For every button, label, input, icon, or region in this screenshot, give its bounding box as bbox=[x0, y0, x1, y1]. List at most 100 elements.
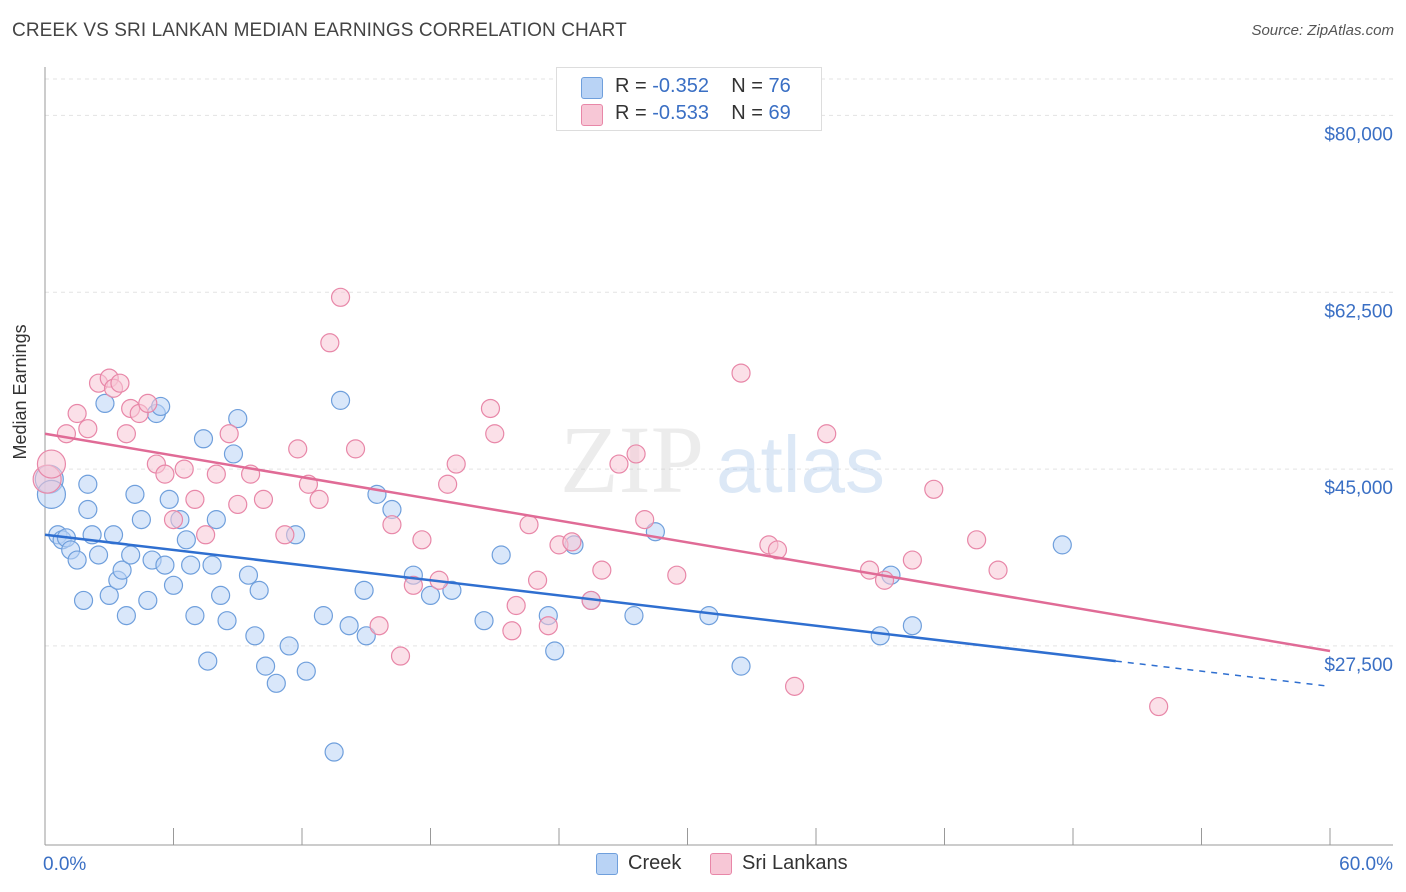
data-point bbox=[88, 545, 109, 565]
data-point bbox=[223, 444, 244, 464]
data-point bbox=[330, 390, 351, 410]
n-value: 69 bbox=[768, 102, 791, 124]
data-point bbox=[181, 555, 201, 575]
n-value: 76 bbox=[768, 75, 791, 97]
data-point bbox=[609, 454, 629, 474]
source-credit: Source: ZipAtlas.com bbox=[1251, 22, 1394, 39]
data-point bbox=[255, 656, 276, 676]
data-point bbox=[110, 373, 130, 393]
n-label: N = bbox=[731, 102, 769, 124]
data-point bbox=[731, 363, 751, 383]
x-tick-label: 0.0% bbox=[43, 854, 86, 875]
y-tick-label: $80,000 bbox=[1324, 124, 1393, 145]
data-point bbox=[870, 626, 890, 646]
data-point bbox=[198, 651, 218, 671]
data-point bbox=[403, 575, 423, 595]
data-point bbox=[485, 424, 505, 444]
data-point bbox=[988, 560, 1008, 580]
data-point bbox=[228, 408, 248, 429]
creek-legend-swatch bbox=[596, 853, 618, 875]
data-point bbox=[67, 550, 87, 570]
grid-lines bbox=[45, 78, 1393, 647]
data-point bbox=[193, 429, 214, 449]
data-point bbox=[480, 398, 501, 419]
data-point bbox=[112, 560, 132, 580]
data-point bbox=[502, 621, 522, 641]
x-tick-label: 60.0% bbox=[1339, 854, 1393, 875]
srilankan-legend-swatch bbox=[710, 853, 732, 875]
data-point bbox=[138, 393, 158, 414]
data-point bbox=[356, 626, 376, 646]
data-point bbox=[116, 606, 136, 626]
trend-lines bbox=[44, 432, 1331, 688]
data-point bbox=[562, 532, 582, 552]
data-point bbox=[228, 494, 248, 515]
data-point bbox=[36, 449, 67, 479]
data-point bbox=[279, 636, 299, 656]
data-point bbox=[784, 676, 805, 696]
data-point bbox=[78, 419, 98, 439]
data-point bbox=[731, 656, 751, 676]
srilankan-points bbox=[32, 287, 1169, 717]
data-point bbox=[442, 580, 462, 600]
data-point bbox=[99, 585, 119, 606]
data-point bbox=[266, 673, 286, 693]
data-point bbox=[163, 510, 184, 530]
data-point bbox=[817, 424, 837, 444]
data-point bbox=[382, 515, 402, 535]
data-point bbox=[163, 575, 184, 595]
data-point bbox=[320, 333, 340, 353]
r-value: -0.352 bbox=[652, 75, 709, 97]
data-point bbox=[1149, 696, 1169, 717]
data-point bbox=[967, 530, 987, 550]
data-point bbox=[924, 479, 944, 499]
creek-swatch bbox=[581, 77, 603, 99]
data-point bbox=[369, 616, 389, 636]
data-point bbox=[288, 439, 308, 459]
data-point bbox=[185, 489, 205, 510]
data-point bbox=[155, 464, 175, 484]
data-point bbox=[330, 287, 351, 307]
data-point bbox=[249, 580, 269, 600]
srilankan-legend-label: Sri Lankans bbox=[742, 852, 848, 874]
data-point bbox=[902, 616, 922, 636]
data-point bbox=[219, 424, 239, 444]
data-point bbox=[211, 585, 231, 606]
data-point bbox=[626, 444, 646, 464]
data-point bbox=[519, 515, 539, 535]
creek-legend-label: Creek bbox=[628, 852, 682, 874]
data-point bbox=[174, 459, 194, 479]
data-point bbox=[313, 606, 334, 626]
data-point bbox=[354, 580, 374, 600]
data-point bbox=[309, 489, 329, 510]
data-point bbox=[545, 641, 565, 661]
data-point bbox=[767, 540, 788, 560]
data-point bbox=[159, 489, 179, 510]
data-point bbox=[345, 439, 366, 459]
data-point bbox=[78, 499, 98, 520]
data-point bbox=[185, 606, 205, 626]
data-point bbox=[474, 611, 494, 631]
data-point bbox=[245, 626, 265, 646]
y-tick-labels: $27,500 $45,000 $62,500 $80,000 bbox=[1324, 124, 1393, 676]
data-point bbox=[902, 550, 922, 570]
y-tick-label: $45,000 bbox=[1324, 478, 1393, 499]
data-point bbox=[206, 464, 226, 484]
chart-title: CREEK VS SRI LANKAN MEDIAN EARNINGS CORR… bbox=[12, 20, 627, 41]
data-point bbox=[527, 570, 548, 590]
data-point bbox=[491, 545, 511, 565]
n-label: N = bbox=[731, 75, 769, 97]
data-point bbox=[592, 560, 612, 580]
y-tick-label: $27,500 bbox=[1324, 655, 1393, 676]
data-point bbox=[155, 555, 175, 575]
data-point bbox=[95, 393, 115, 414]
data-point bbox=[635, 510, 655, 530]
data-point bbox=[196, 525, 216, 545]
data-point bbox=[238, 565, 259, 585]
data-point bbox=[538, 616, 558, 636]
data-point bbox=[138, 590, 158, 611]
watermark: ZIP atlas bbox=[560, 406, 885, 513]
data-point bbox=[253, 489, 274, 510]
srilankan-swatch bbox=[581, 104, 603, 126]
